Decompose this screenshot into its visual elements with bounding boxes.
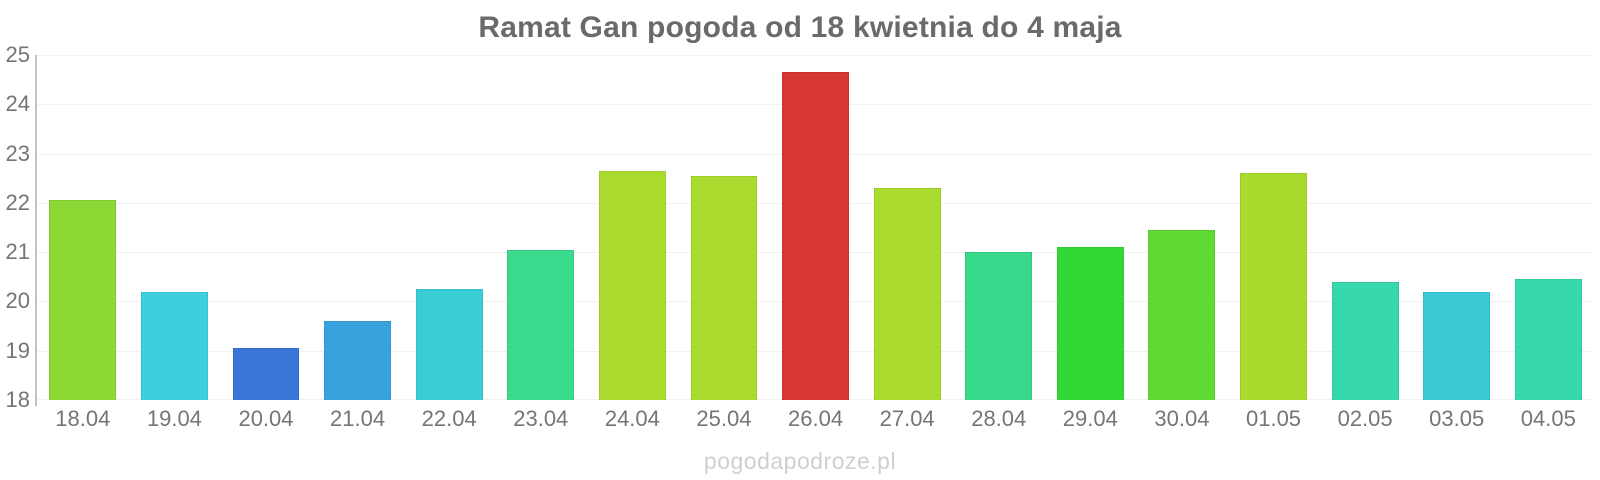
bar-column <box>1136 55 1228 400</box>
x-axis-tick-label: 21.04 <box>330 406 386 431</box>
bar-21.04 <box>324 321 391 400</box>
bar-26.04 <box>782 72 849 400</box>
bars-layer <box>37 55 1594 400</box>
x-axis-tick-label: 02.05 <box>1337 406 1393 431</box>
x-axis-tick-label: 29.04 <box>1062 406 1118 431</box>
chart-title: Ramat Gan pogoda od 18 kwietnia do 4 maj… <box>478 11 1122 44</box>
bar-18.04 <box>49 200 117 400</box>
bar-29.04 <box>1056 247 1124 400</box>
bar-column <box>220 55 312 400</box>
x-axis-tick-label: 27.04 <box>879 406 935 431</box>
bar-column <box>495 55 587 400</box>
y-axis-tick-label: 21 <box>5 239 30 265</box>
x-axis-tick-label: 30.04 <box>1154 406 1210 431</box>
bar-column <box>678 55 770 400</box>
bar-23.04 <box>507 249 575 400</box>
bar-column <box>403 55 495 400</box>
bar-03.05 <box>1423 291 1491 400</box>
x-axis-tick-label: 25.04 <box>696 406 752 431</box>
bar-column <box>312 55 404 400</box>
x-axis-tick-label: 18.04 <box>55 406 111 431</box>
bar-04.05 <box>1514 279 1582 400</box>
watermark: pogodapodroze.pl <box>703 448 897 474</box>
plot-area <box>35 55 1594 406</box>
bar-28.04 <box>965 252 1033 400</box>
bar-27.04 <box>873 188 941 400</box>
gridline <box>37 55 1594 56</box>
bar-column <box>37 55 129 400</box>
bar-column <box>770 55 862 400</box>
bar-column <box>1228 55 1320 400</box>
x-axis-labels: 18.04 19.04 20.04 21.04 22.04 23.04 24.04 25.04… <box>37 406 1594 432</box>
bar-column <box>1319 55 1411 400</box>
bar-column <box>129 55 221 400</box>
x-axis-tick-label: 28.04 <box>971 406 1027 431</box>
bar-19.04 <box>140 291 208 400</box>
x-axis-tick-label: 23.04 <box>513 406 569 431</box>
bar-column <box>587 55 679 400</box>
y-axis-tick-label: 23 <box>5 140 30 166</box>
x-axis-tick-label: 20.04 <box>238 406 294 431</box>
bar-column <box>861 55 953 400</box>
bar-24.04 <box>598 170 666 400</box>
x-axis-tick-label: 04.05 <box>1520 406 1576 431</box>
y-axis-tick-label: 22 <box>5 189 30 215</box>
y-axis-tick-label: 19 <box>5 337 30 363</box>
x-axis-tick-label: 01.05 <box>1245 406 1302 431</box>
bar-20.04 <box>232 348 300 400</box>
bar-column <box>1503 55 1595 400</box>
y-axis-tick-label: 25 <box>5 42 30 67</box>
x-axis-tick-label: 03.05 <box>1429 406 1485 431</box>
bar-column <box>1411 55 1503 400</box>
y-axis-tick-label: 24 <box>5 91 30 117</box>
y-axis-tick-label: 18 <box>5 387 30 412</box>
x-axis-tick-label: 26.04 <box>788 406 844 431</box>
y-axis-tick-label: 20 <box>5 288 30 314</box>
x-axis-tick-label: 19.04 <box>146 406 202 431</box>
bar-01.05 <box>1240 173 1307 400</box>
bar-30.04 <box>1148 229 1216 400</box>
bar-25.04 <box>690 175 758 400</box>
x-axis-tick-label: 24.04 <box>604 406 660 431</box>
x-axis-tick-label: 22.04 <box>421 406 477 431</box>
bar-02.05 <box>1331 281 1399 400</box>
bar-22.04 <box>415 289 483 400</box>
bar-column <box>1045 55 1137 400</box>
y-axis-line <box>35 55 37 406</box>
bar-column <box>953 55 1045 400</box>
